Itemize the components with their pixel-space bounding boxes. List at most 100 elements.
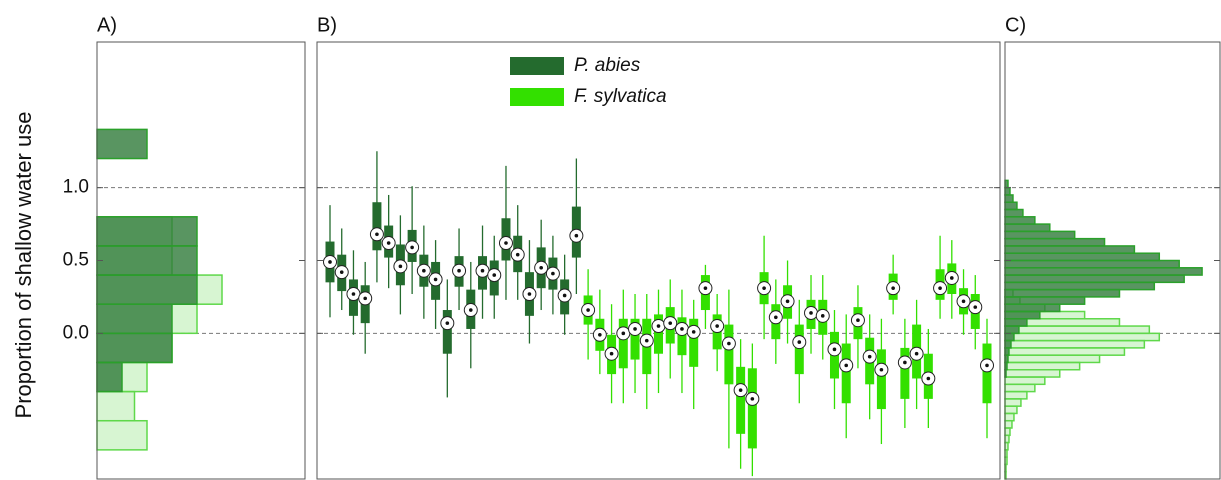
median-dot [891, 286, 895, 290]
median-marker [980, 358, 994, 373]
median-dot [422, 268, 426, 273]
histogram-bar [1004, 216, 1036, 225]
median-dot [985, 363, 989, 368]
box [618, 318, 628, 369]
histogram-bar [1004, 186, 1011, 196]
median-dot [656, 324, 661, 328]
histogram-bar [1004, 361, 1081, 371]
median-dot [433, 277, 438, 282]
histogram-bar [96, 332, 173, 364]
median-marker [369, 227, 384, 242]
median-marker [569, 228, 584, 243]
histogram-bar [96, 128, 148, 160]
median-marker [698, 281, 713, 296]
median-dot [926, 376, 931, 381]
median-marker [839, 358, 854, 373]
median-dot [668, 321, 673, 325]
median-dot [914, 351, 919, 356]
median-dot [574, 233, 579, 238]
median-dot [598, 332, 602, 337]
median-dot [480, 268, 485, 273]
median-marker [334, 265, 349, 280]
histogram-bar [96, 390, 136, 422]
box [876, 349, 886, 410]
legend-label: P. abies [574, 55, 641, 76]
histogram-bar [1004, 354, 1101, 364]
histogram-bar [1004, 339, 1146, 349]
box [724, 324, 734, 385]
median-marker [498, 236, 513, 251]
panel-frame [96, 41, 306, 480]
median-dot [820, 314, 825, 318]
median-dot [832, 347, 837, 352]
histogram-bar [96, 245, 198, 276]
median-marker [346, 287, 361, 302]
histogram-bar [1004, 332, 1161, 342]
median-dot [375, 232, 379, 237]
median-marker [804, 305, 819, 320]
histogram-bar [1004, 347, 1126, 356]
median-dot [551, 271, 555, 276]
median-marker [721, 336, 736, 351]
histogram-bar [1004, 201, 1018, 211]
histogram-bar [1004, 376, 1046, 386]
histogram-bar [1004, 412, 1015, 422]
median-dot [680, 327, 684, 331]
panel-label: C) [1005, 14, 1026, 36]
box [841, 343, 851, 404]
median-dot [457, 268, 461, 273]
median-dot [703, 286, 708, 290]
median-marker [604, 346, 619, 361]
median-marker [862, 349, 877, 364]
histogram-bar [1004, 339, 1012, 349]
median-marker [956, 294, 971, 309]
median-dot [562, 293, 567, 298]
histogram-bar [1004, 427, 1011, 437]
median-marker [358, 291, 373, 306]
median-dot [797, 340, 802, 344]
median-marker [510, 247, 525, 262]
legend-swatch [510, 88, 564, 106]
median-dot [386, 241, 391, 245]
histogram-bar [1004, 274, 1185, 284]
median-marker [475, 263, 490, 278]
median-marker [674, 321, 689, 336]
median-dot [445, 321, 450, 325]
median-marker [944, 270, 959, 285]
median-marker [405, 240, 420, 255]
y-tick-label: 0.5 [63, 250, 89, 271]
box [900, 347, 910, 399]
box [689, 318, 699, 367]
histogram-bar [1004, 434, 1010, 444]
median-marker [933, 281, 948, 296]
panel-label: A) [97, 14, 117, 36]
median-dot [468, 308, 473, 312]
median-dot [644, 338, 649, 343]
box [736, 366, 746, 434]
histogram-bar [1004, 369, 1061, 378]
median-marker [874, 362, 889, 377]
median-marker [815, 308, 830, 323]
histogram-bar [96, 303, 173, 335]
median-marker [416, 263, 431, 278]
box [372, 202, 382, 251]
y-axis-label: Proportion of shallow water use [11, 112, 36, 419]
median-marker [592, 327, 607, 342]
median-marker [534, 260, 549, 275]
median-marker [581, 303, 596, 318]
median-marker [886, 281, 901, 296]
median-dot [785, 299, 790, 304]
median-dot [363, 296, 367, 301]
histogram-bar [1004, 245, 1136, 254]
median-dot [950, 276, 954, 280]
histogram-bar [1004, 208, 1024, 218]
median-dot [809, 311, 813, 315]
histogram-bar [1004, 325, 1151, 335]
median-dot [879, 367, 884, 372]
median-dot [586, 308, 590, 312]
median-dot [328, 260, 332, 264]
median-dot [539, 265, 543, 270]
median-marker [463, 303, 478, 318]
median-dot [762, 286, 766, 290]
